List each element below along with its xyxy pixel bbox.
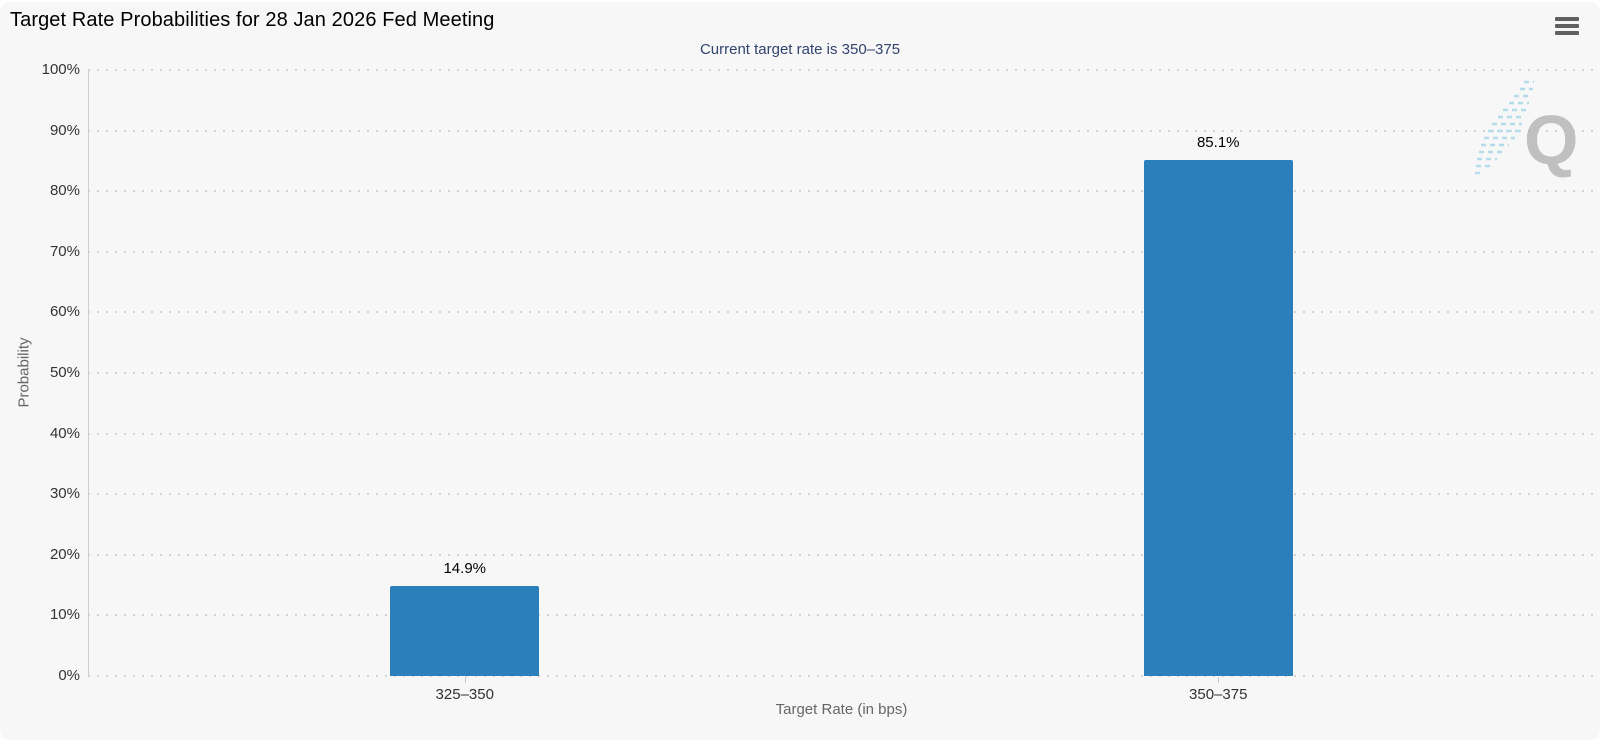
quikstrike-watermark-icon: Q	[1475, 80, 1578, 179]
chart-context-menu-button[interactable]	[1551, 13, 1583, 39]
gridline-60%	[88, 311, 1595, 314]
gridline-90%	[88, 129, 1595, 132]
x-axis-title: Target Rate (in bps)	[775, 701, 908, 718]
y-axis-label: 60%	[49, 303, 80, 321]
bar-value-label: 85.1%	[1196, 134, 1240, 152]
gridline-50%	[88, 372, 1595, 374]
y-axis-line	[88, 70, 89, 677]
hamburger-icon	[1555, 17, 1579, 35]
y-axis-label: 100%	[41, 61, 80, 78]
y-axis-label: 90%	[49, 121, 80, 139]
gridline-0%	[88, 675, 1595, 677]
gridline-40%	[88, 432, 1595, 435]
gridline-30%	[88, 493, 1595, 496]
gridline-70%	[88, 250, 1595, 253]
y-axis-label: 10%	[49, 606, 80, 624]
y-axis-label: 30%	[49, 485, 80, 503]
gridline-100%	[88, 69, 1595, 71]
y-axis-label: 20%	[49, 545, 80, 563]
gridline-10%	[88, 614, 1595, 617]
x-axis-category-label: 350–375	[1189, 686, 1248, 703]
gridline-20%	[88, 553, 1595, 556]
bar-325–350[interactable]	[390, 585, 540, 676]
x-axis-tick	[1218, 677, 1220, 683]
y-axis-label: 70%	[49, 242, 80, 260]
bar-value-label: 14.9%	[443, 559, 487, 577]
watermark-streak	[1475, 80, 1534, 175]
chart-subtitle: Current target rate is 350–375	[699, 41, 901, 58]
y-axis-label: 40%	[49, 424, 80, 442]
y-axis-label: 0%	[58, 667, 80, 684]
x-axis-tick	[464, 677, 466, 683]
x-axis-category-label: 325–350	[435, 686, 494, 703]
chart-title: Target Rate Probabilities for 28 Jan 202…	[10, 9, 495, 31]
y-axis-label: 50%	[49, 364, 80, 381]
watermark-q-letter: Q	[1524, 101, 1578, 179]
bar-350–375[interactable]	[1143, 160, 1293, 676]
y-axis-label: 80%	[49, 182, 80, 200]
gridline-80%	[88, 190, 1595, 193]
